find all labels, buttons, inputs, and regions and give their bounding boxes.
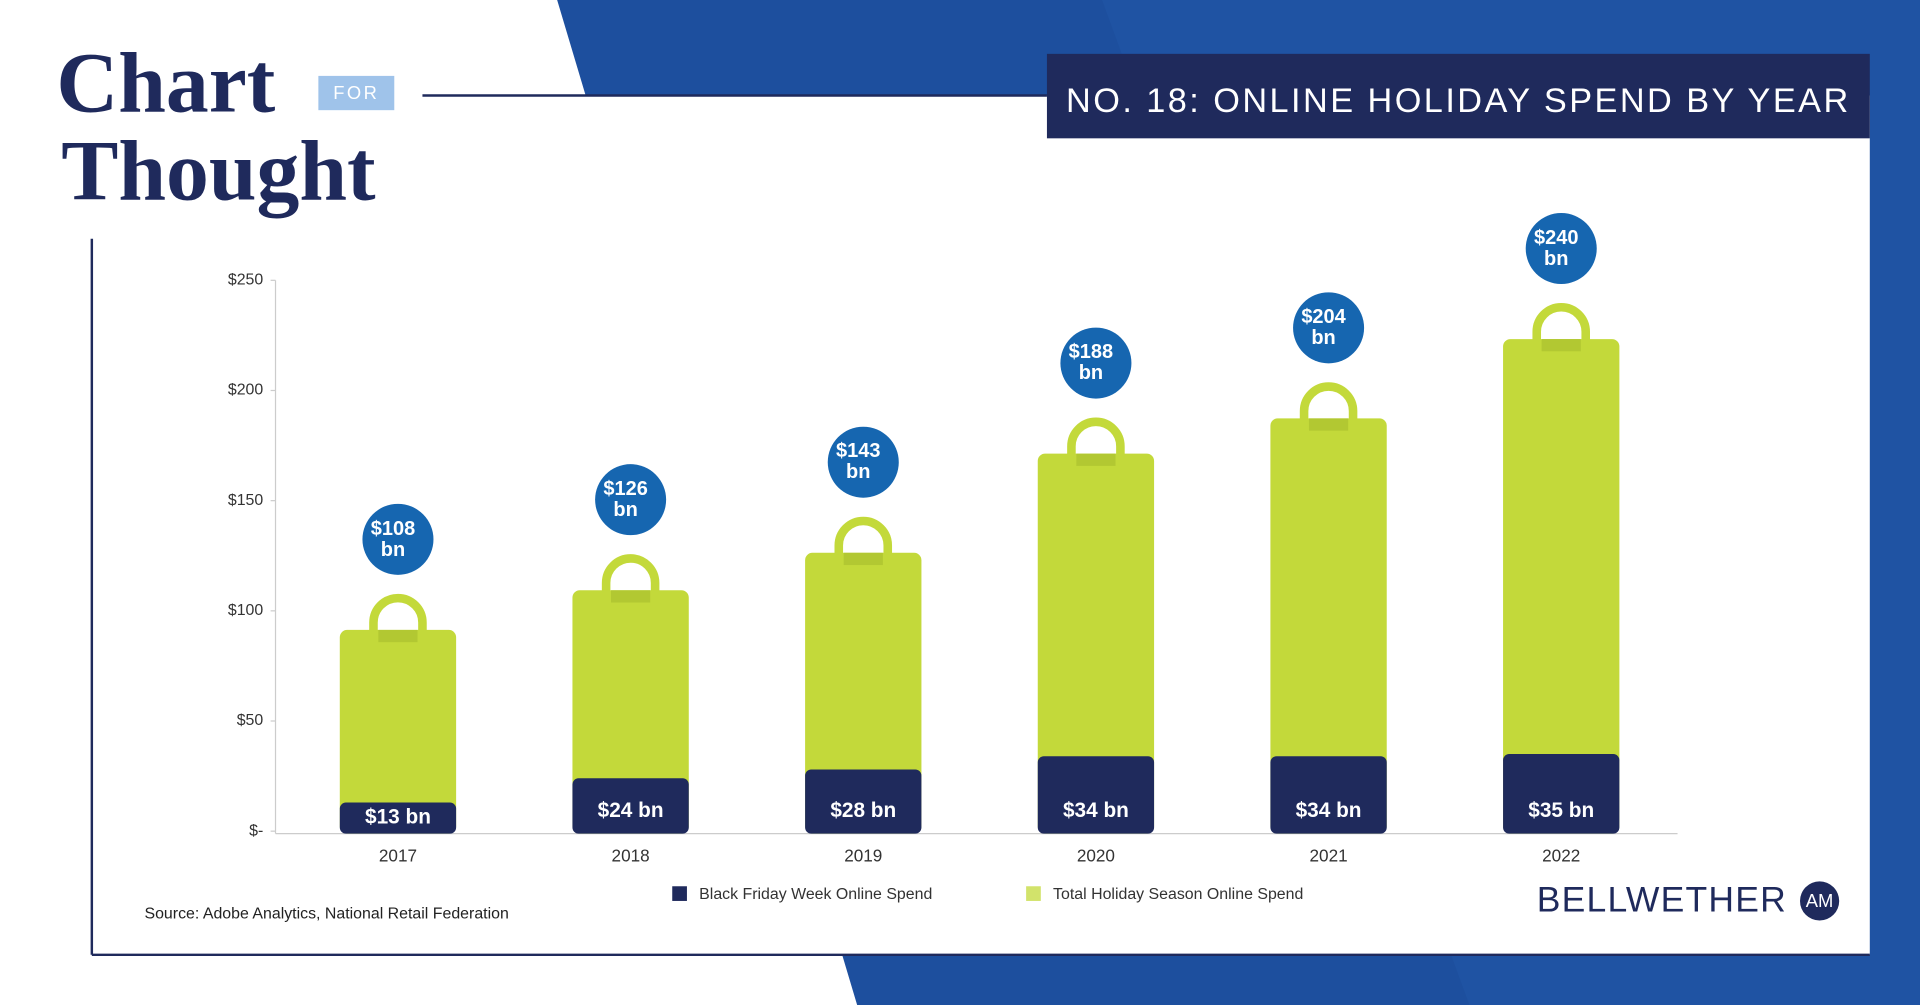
bag-body <box>805 552 922 834</box>
value-label: $143 bn <box>836 440 881 484</box>
value-label: $34 bn <box>1296 799 1362 822</box>
value-label: $35 bn <box>1528 799 1594 822</box>
x-tick-label: 2020 <box>1077 845 1115 865</box>
chart-title: NO. 18: ONLINE HOLIDAY SPEND BY YEAR <box>1066 82 1851 120</box>
bag-notch <box>611 590 651 603</box>
legend-swatch <box>672 886 687 901</box>
brand: BELLWETHER <box>1537 880 1787 920</box>
value-bubble <box>362 503 434 575</box>
value-label: $204 bn <box>1301 305 1346 349</box>
logo-tag: FOR <box>333 82 379 103</box>
value-label: $24 bn <box>598 799 664 822</box>
y-tick-label: $250 <box>228 272 264 289</box>
bag-notch <box>1076 453 1116 466</box>
bag-body <box>1037 453 1155 834</box>
y-tick-label: $- <box>249 822 263 839</box>
logo-tag-box <box>318 75 395 111</box>
bag-body <box>572 590 689 834</box>
logo-text: Chart <box>56 35 275 130</box>
y-tick-label: $200 <box>228 382 264 399</box>
bag-notch <box>1308 418 1349 431</box>
y-tick-label: $50 <box>237 712 264 729</box>
legend-swatch <box>1026 886 1041 901</box>
x-tick-label: 2019 <box>844 845 882 865</box>
bag-body <box>339 629 457 834</box>
value-label: $188 bn <box>1068 341 1114 385</box>
value-label: $126 bn <box>603 477 648 521</box>
bar <box>572 778 689 834</box>
bar <box>339 802 457 834</box>
bar <box>1270 756 1387 834</box>
value-bubble <box>595 464 667 536</box>
header-box <box>1046 53 1870 139</box>
bag-handle <box>1067 417 1125 469</box>
source: Source: Adobe Analytics, National Retail… <box>144 906 508 923</box>
value-bubble <box>1293 292 1365 364</box>
value-bubble <box>1060 327 1132 399</box>
bag-notch <box>1541 339 1581 352</box>
bag-handle <box>1532 303 1590 354</box>
value-label: $34 bn <box>1063 799 1129 822</box>
value-bubble <box>827 426 899 498</box>
legend-label: Black Friday Week Online Spend <box>699 886 932 903</box>
brand-badge <box>1800 881 1840 921</box>
value-label: $240 bn <box>1533 226 1579 270</box>
y-tick-label: $150 <box>228 492 264 509</box>
bag-notch <box>843 552 883 566</box>
logo-text: Thought <box>61 124 376 219</box>
x-tick-label: 2018 <box>612 845 650 865</box>
bag-notch <box>378 629 418 643</box>
bag-handle <box>369 593 427 645</box>
legend-label: Total Holiday Season Online Spend <box>1053 886 1303 903</box>
bag-handle <box>1299 382 1358 434</box>
x-tick-label: 2017 <box>379 845 417 865</box>
x-tick-label: 2021 <box>1310 845 1348 865</box>
value-label: $108 bn <box>370 517 416 561</box>
value-label: $28 bn <box>830 799 896 822</box>
bar <box>1037 756 1155 834</box>
bag-handle <box>834 516 893 568</box>
brand-badge-text: AM <box>1806 890 1834 911</box>
bag-body <box>1270 418 1387 834</box>
bar <box>805 769 922 834</box>
x-tick-label: 2022 <box>1542 845 1580 865</box>
value-bubble <box>1525 212 1597 284</box>
value-label: $13 bn <box>365 806 431 829</box>
bag-handle <box>601 554 660 605</box>
bag-body <box>1503 339 1620 834</box>
y-tick-label: $100 <box>228 602 264 619</box>
bar <box>1503 754 1620 834</box>
